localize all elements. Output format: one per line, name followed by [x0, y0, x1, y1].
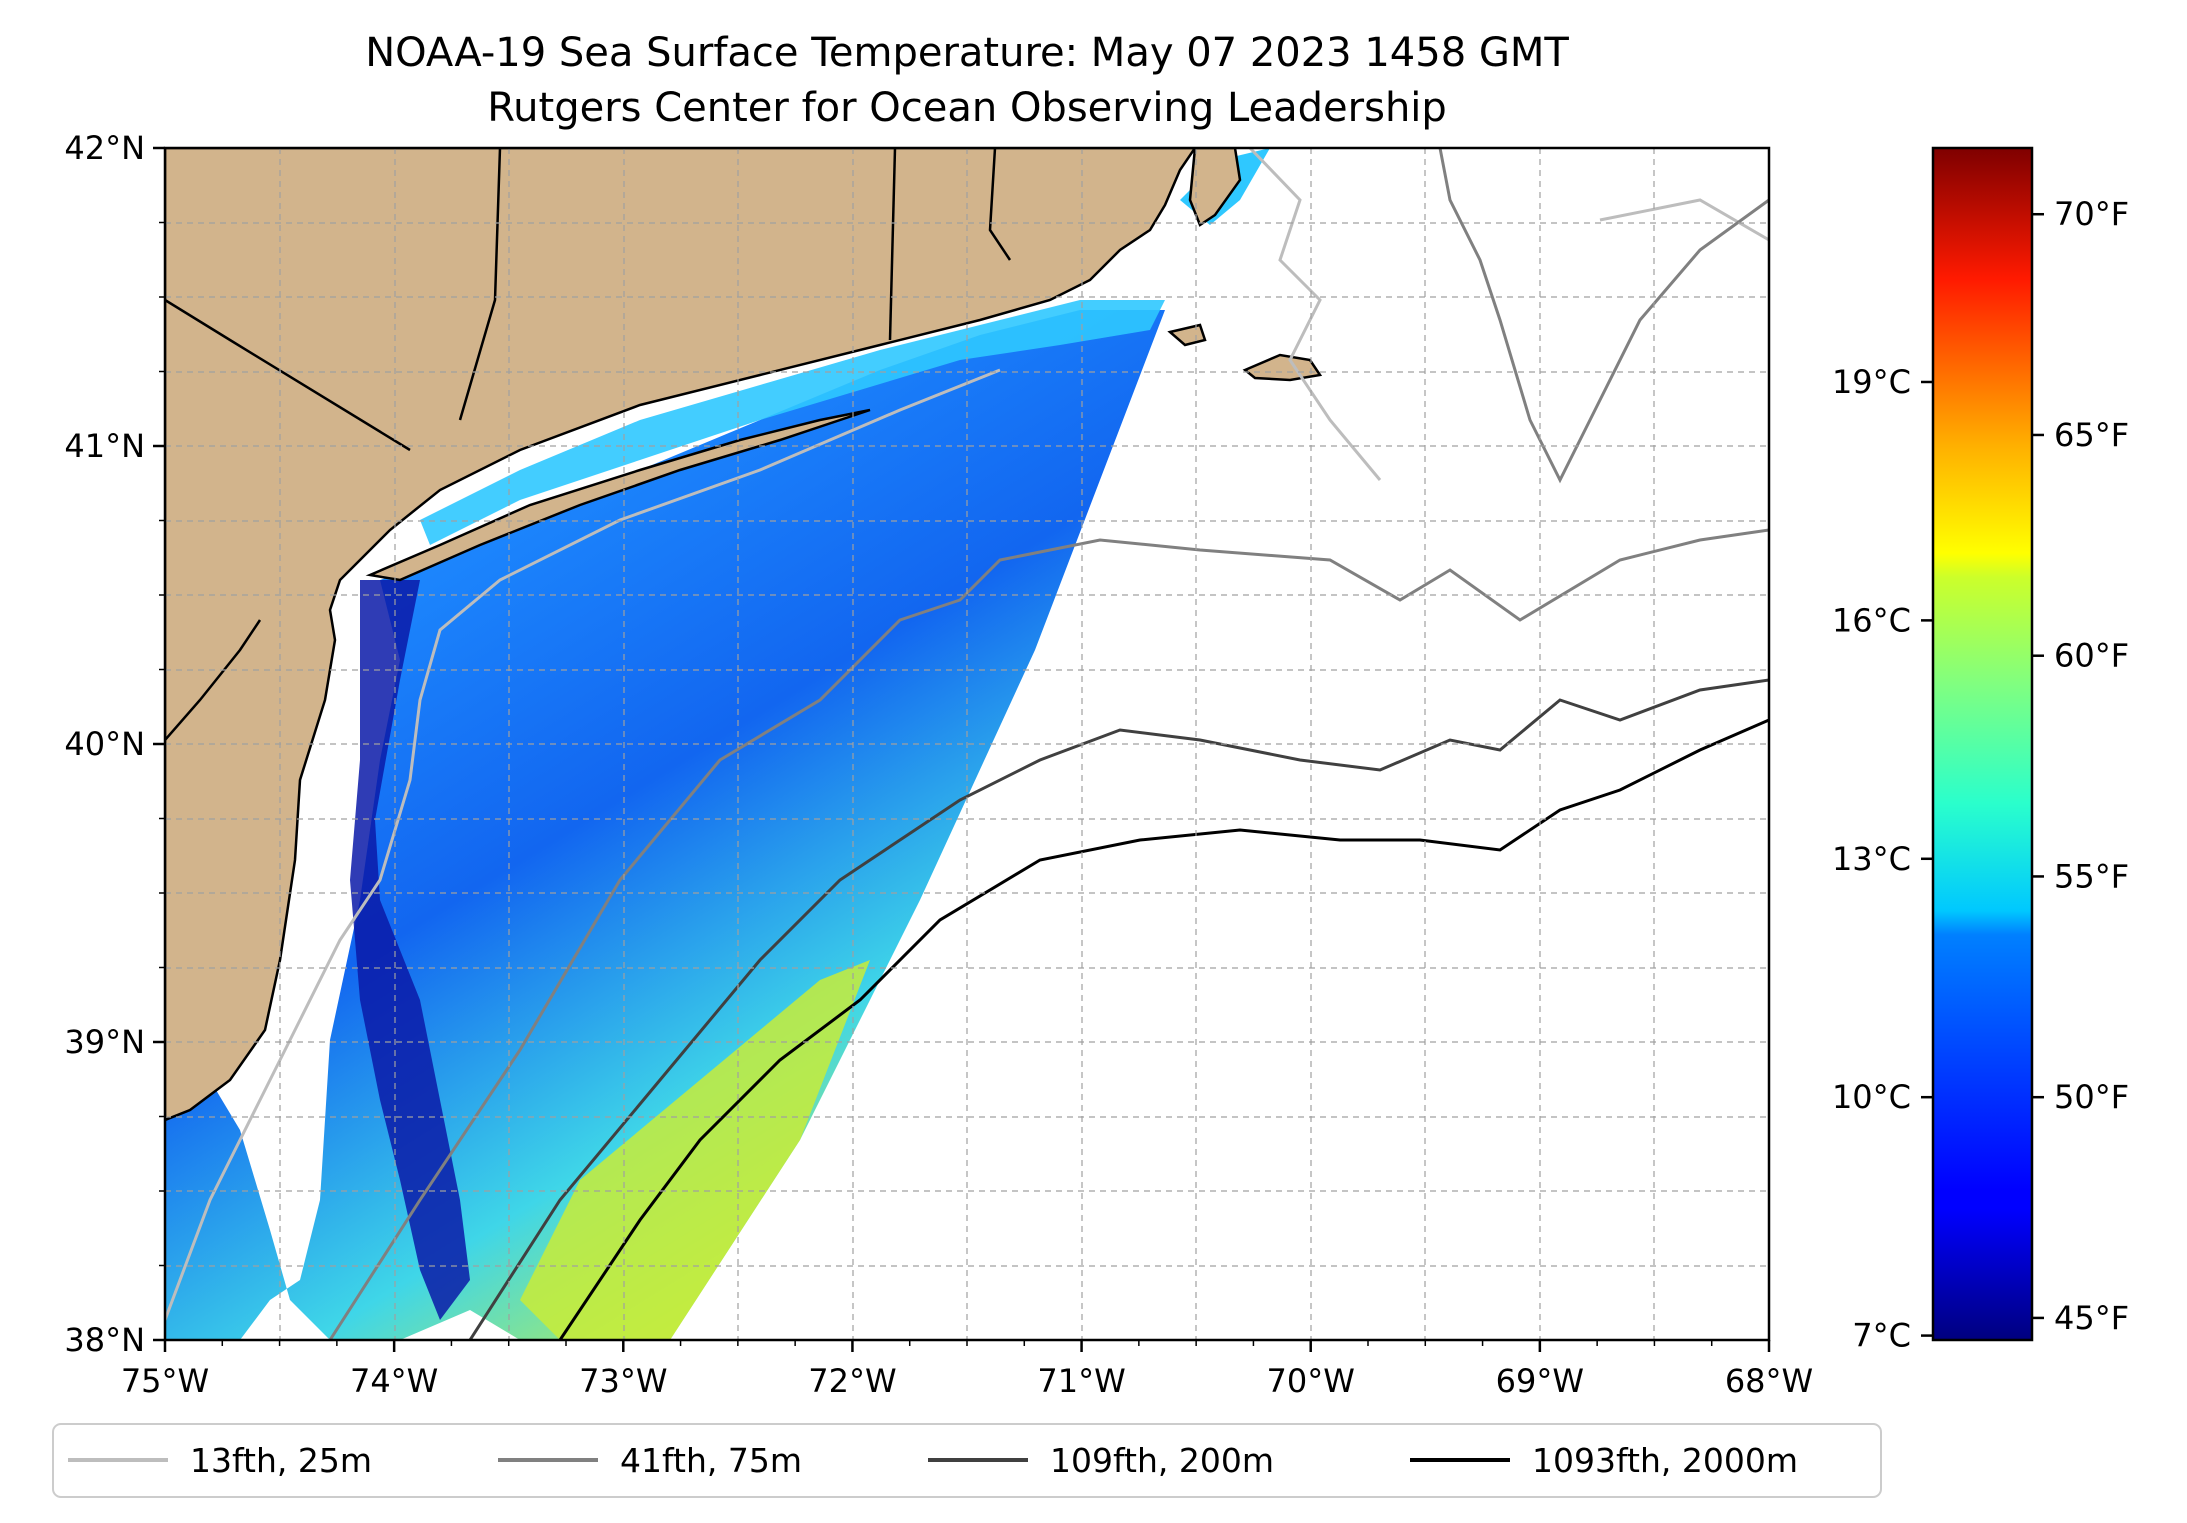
- x-tick-label-75w: 75°W: [121, 1362, 209, 1400]
- x-tick-label-69w: 69°W: [1496, 1362, 1584, 1400]
- x-tick-label-72w: 72°W: [808, 1362, 896, 1400]
- x-axis-ticks: 75°W 74°W 73°W 72°W 71°W 70°W 69°W 68°W: [121, 1340, 1813, 1400]
- x-tick-label-73w: 73°W: [579, 1362, 667, 1400]
- y-tick-label-41n: 41°N: [64, 427, 145, 465]
- celsius-tick-label-7c: 7°C: [1852, 1317, 1911, 1355]
- x-tick-label-68w: 68°W: [1725, 1362, 1813, 1400]
- y-tick-label-40n: 40°N: [64, 725, 145, 763]
- fahrenheit-tick-label-50f: 50°F: [2054, 1078, 2129, 1116]
- contour-2000m: [558, 718, 1769, 1340]
- legend-item-25m: 13fth, 25m: [68, 1441, 372, 1480]
- sst-sound: [420, 300, 1165, 545]
- y-tick-label-38n: 38°N: [64, 1321, 145, 1359]
- x-tick-label-70w: 70°W: [1267, 1362, 1355, 1400]
- legend-label-2000m: 1093fth, 2000m: [1532, 1441, 1798, 1480]
- fahrenheit-tick-label-60f: 60°F: [2054, 637, 2129, 675]
- legend-label-75m: 41fth, 75m: [620, 1441, 802, 1480]
- land-mainland: [165, 148, 1197, 1122]
- figure-subtitle: Rutgers Center for Ocean Observing Leade…: [487, 85, 1447, 131]
- celsius-tick-label-13c: 13°C: [1832, 840, 1911, 878]
- land-nantucket: [1242, 353, 1323, 382]
- x-tick-label-71w: 71°W: [1037, 1362, 1125, 1400]
- contour-25m: [165, 148, 1769, 1321]
- land-cape-cod: [1188, 148, 1242, 227]
- celsius-tick-label-16c: 16°C: [1832, 601, 1911, 639]
- legend-label-200m: 109fth, 200m: [1050, 1441, 1274, 1480]
- colorbar-celsius-ticks: 7°C 10°C 13°C 16°C 19°C: [1832, 363, 1933, 1355]
- y-tick-label-42n: 42°N: [64, 129, 145, 167]
- contour-200m: [468, 678, 1769, 1340]
- legend-label-25m: 13fth, 25m: [190, 1441, 372, 1480]
- y-axis-ticks: 42°N 41°N 40°N 39°N 38°N: [64, 129, 165, 1359]
- fahrenheit-tick-label-55f: 55°F: [2054, 857, 2129, 895]
- celsius-tick-label-10c: 10°C: [1832, 1078, 1911, 1116]
- x-tick-label-74w: 74°W: [350, 1362, 438, 1400]
- fahrenheit-tick-label-45f: 45°F: [2054, 1299, 2129, 1337]
- y-tick-label-39n: 39°N: [64, 1023, 145, 1061]
- colorbar-fahrenheit-ticks: 45°F 50°F 55°F 60°F 65°F 70°F: [2032, 195, 2129, 1337]
- figure-title: NOAA-19 Sea Surface Temperature: May 07 …: [365, 30, 1569, 76]
- fahrenheit-tick-label-70f: 70°F: [2054, 195, 2129, 233]
- colorbar: [1931, 146, 2034, 1342]
- celsius-tick-label-19c: 19°C: [1832, 363, 1911, 401]
- fahrenheit-tick-label-65f: 65°F: [2054, 416, 2129, 454]
- gridlines: [165, 148, 1769, 1340]
- contour-75m: [328, 148, 1769, 1340]
- land-long-island: [365, 408, 871, 582]
- legend-item-2000m: 1093fth, 2000m: [1410, 1441, 1798, 1480]
- state-borders: [165, 148, 1012, 741]
- map-area: [165, 148, 1769, 1340]
- sst-cold-inshore: [350, 580, 470, 1320]
- legend-item-200m: 109fth, 200m: [928, 1441, 1274, 1480]
- legend-item-75m: 41fth, 75m: [498, 1441, 802, 1480]
- sst-warm-offshore: [520, 960, 870, 1340]
